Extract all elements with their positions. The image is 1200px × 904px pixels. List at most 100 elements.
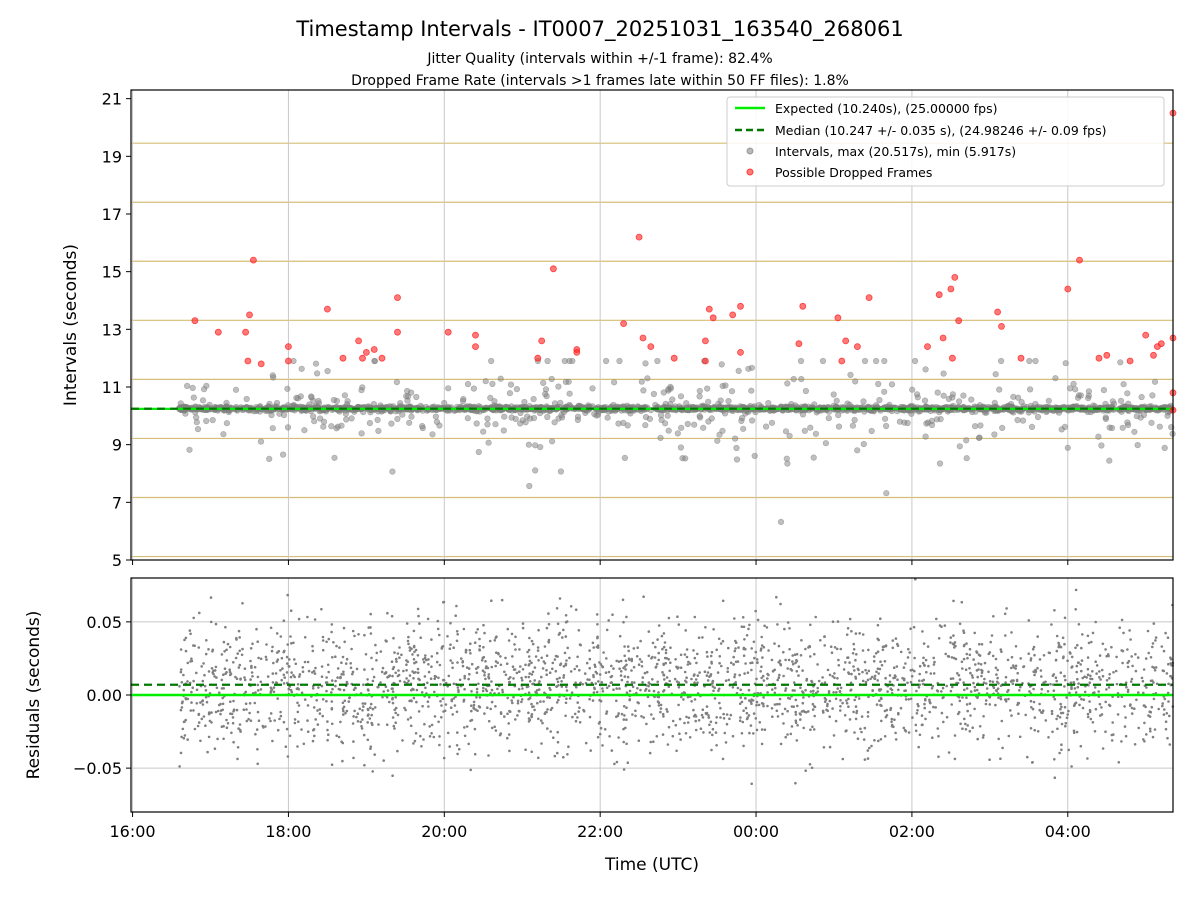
residual-point [331,623,334,626]
dropped-frame-point [285,358,291,364]
residual-point [483,632,486,635]
residual-point [890,721,893,724]
residual-point [467,743,470,746]
residual-point [370,657,373,660]
residual-point [624,668,627,671]
residual-point [889,674,892,677]
dropped-frame-point [995,309,1001,315]
interval-point [820,358,826,364]
residual-point [1125,735,1128,738]
residual-point [1127,691,1130,694]
residual-point [886,690,889,693]
residual-point [667,743,670,746]
dropped-frame-point [363,349,369,355]
residual-point [577,710,580,713]
residual-point [1004,613,1007,616]
interval-point [501,428,507,434]
interval-point [957,444,963,450]
residual-point [478,638,481,641]
residual-point [836,687,839,690]
residual-point [1064,725,1067,728]
residual-point [611,613,614,616]
residual-point [1131,712,1134,715]
residual-point [1055,718,1058,721]
residual-point [958,711,961,714]
residual-point [535,691,538,694]
residual-point [286,671,289,674]
residual-point [969,648,972,651]
residual-point [672,735,675,738]
residual-point [890,707,893,710]
residual-point [534,666,537,669]
residual-point [528,649,531,652]
residual-point [278,650,281,653]
residual-point [501,599,504,602]
residual-point [829,674,832,677]
residual-point [469,769,472,772]
residual-point [756,661,759,664]
residual-point [479,706,482,709]
residual-point [939,624,942,627]
dropped-frame-point [621,321,627,327]
residual-point [612,688,615,691]
residual-point [1015,645,1018,648]
residual-point [661,648,664,651]
residual-point [475,631,478,634]
residual-point [809,763,812,766]
residual-point [267,675,270,678]
dropped-frame-point [949,355,955,361]
residual-point [429,735,432,738]
residual-point [619,635,622,638]
residual-point [928,701,931,704]
residual-point [996,681,999,684]
residual-point [249,702,252,705]
residual-point [1076,665,1079,668]
residual-point [923,664,926,667]
interval-point [651,391,657,397]
interval-point [641,388,647,394]
residual-point [362,683,365,686]
residual-point [712,628,715,631]
residual-point [369,613,372,616]
residual-point [1080,698,1083,701]
residual-point [1055,680,1058,683]
residual-point [1034,716,1037,719]
residual-point [265,656,268,659]
residual-point [971,674,974,677]
residual-point [180,752,183,755]
residual-point [938,637,941,640]
residual-point [308,670,311,673]
residual-point [528,691,531,694]
residual-point [720,665,723,668]
residual-point [1070,681,1073,684]
residual-point [1101,713,1104,716]
residual-point [452,646,455,649]
residual-point [484,678,487,681]
residual-point [191,686,194,689]
residual-point [439,664,442,667]
residual-point [829,700,832,703]
residual-point [625,743,628,746]
interval-point [734,445,740,451]
residual-point [1143,668,1146,671]
residual-point [972,658,975,661]
interval-point [1101,387,1107,393]
residual-point [884,710,887,713]
interval-point [490,381,496,387]
residual-point [197,725,200,728]
residual-point [933,661,936,664]
residual-point [715,744,718,747]
residual-point [542,667,545,670]
residual-point [1155,666,1158,669]
residual-point [1069,651,1072,654]
residual-point [573,668,576,671]
residual-point [339,676,342,679]
residual-point [413,662,416,665]
residual-point [427,618,430,621]
residual-point [917,746,920,749]
residual-point [658,704,661,707]
residual-point [623,714,626,717]
residual-point [1152,642,1155,645]
residual-point [448,745,451,748]
residual-point [774,692,777,695]
